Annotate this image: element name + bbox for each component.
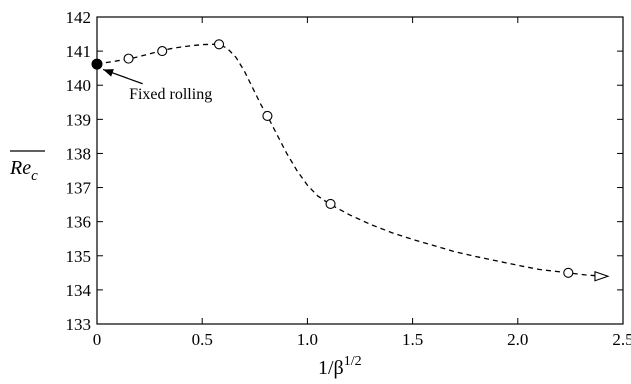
y-tick-label: 139 <box>66 110 92 129</box>
y-tick-label: 142 <box>66 8 92 27</box>
y-tick-label: 135 <box>66 247 92 266</box>
y-tick-label: 133 <box>66 315 92 334</box>
data-point-filled <box>91 58 103 70</box>
series-lines <box>96 43 603 277</box>
svg-text:1/β1/2: 1/β1/2 <box>318 354 362 379</box>
annotation-label: Fixed rolling <box>129 86 212 103</box>
y-tick-label: 141 <box>66 42 92 61</box>
data-point-triangle <box>594 270 610 282</box>
y-tick-label: 138 <box>66 144 92 163</box>
x-tick-label: 2.5 <box>612 330 631 349</box>
y-tick-label: 140 <box>66 76 92 95</box>
axis-ticks <box>96 16 624 325</box>
svg-text:Rec: Rec <box>9 157 38 184</box>
x-tick-label: 2.0 <box>507 330 528 349</box>
x-tick-label: 1.5 <box>402 330 423 349</box>
y-axis-label-subscript: c <box>31 168 38 184</box>
x-tick-label: 0 <box>93 330 102 349</box>
annotation-arrow-head <box>103 69 114 77</box>
y-tick-labels: 133 134 135 136 137 138 139 140 141 142 <box>66 8 92 334</box>
x-tick-label: 0.5 <box>192 330 213 349</box>
y-axis-label-text: Re <box>9 157 31 179</box>
series-line-0 <box>96 43 603 277</box>
data-point <box>157 46 168 57</box>
data-point <box>563 267 574 278</box>
annotations: Fixed rolling <box>102 68 212 103</box>
x-tick-label: 1.0 <box>297 330 318 349</box>
data-point <box>262 110 273 121</box>
y-tick-label: 134 <box>66 281 92 300</box>
data-point <box>325 198 336 209</box>
y-axis-label: Rec <box>9 150 45 184</box>
data-point <box>123 53 134 64</box>
y-tick-label: 136 <box>66 213 92 232</box>
x-axis-label-text: 1/β <box>318 357 344 379</box>
x-axis-label-superscript: 1/2 <box>344 354 362 369</box>
x-tick-labels: 0 0.5 1.0 1.5 2.0 2.5 <box>93 330 631 349</box>
x-axis-label: 1/β1/2 <box>318 354 362 379</box>
series-markers <box>91 39 610 282</box>
data-point <box>213 39 225 50</box>
y-tick-label: 137 <box>66 179 92 198</box>
plot-frame <box>96 16 624 325</box>
